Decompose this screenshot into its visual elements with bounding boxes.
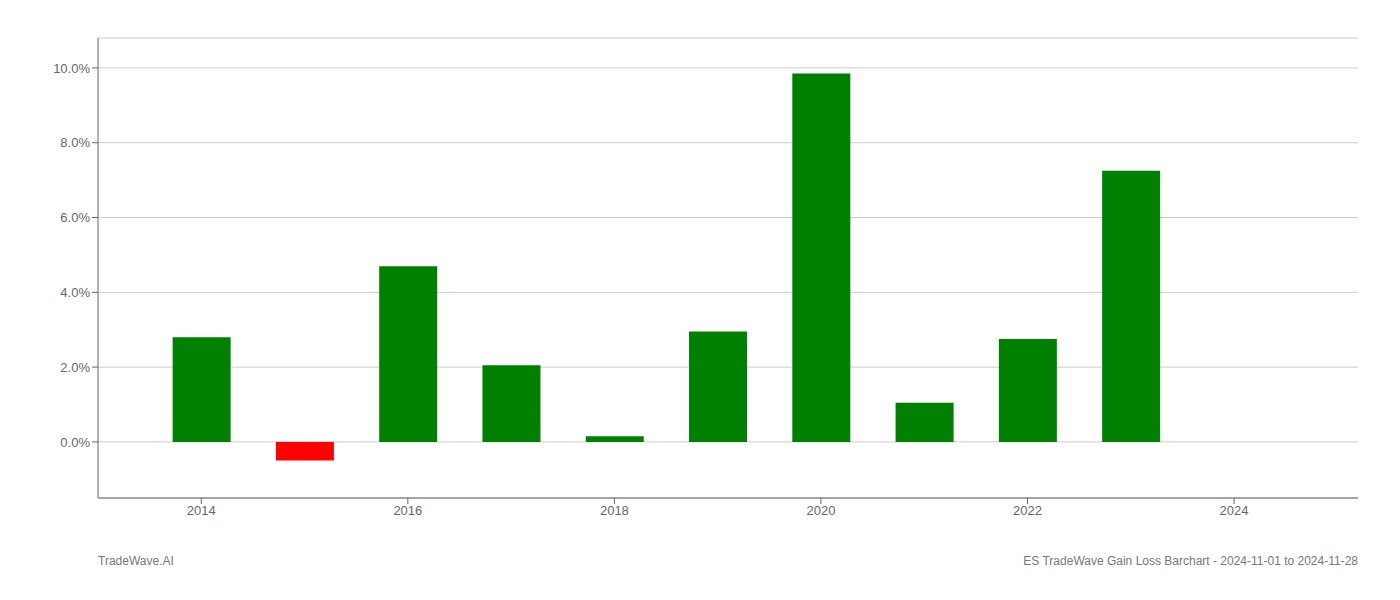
svg-text:2020: 2020	[806, 503, 835, 518]
svg-text:2024: 2024	[1220, 503, 1249, 518]
svg-text:6.0%: 6.0%	[60, 210, 90, 225]
svg-text:2016: 2016	[393, 503, 422, 518]
svg-text:8.0%: 8.0%	[60, 135, 90, 150]
html-text:TradeWave.AI: TradeWave.AI	[98, 554, 174, 568]
html-text:ES TradeWave Gain Loss Barchar: ES TradeWave Gain Loss Barchart - 2024-1…	[1023, 554, 1358, 568]
svg-text:10.0%: 10.0%	[53, 61, 90, 76]
svg-text:2022: 2022	[1013, 503, 1042, 518]
svg-text:4.0%: 4.0%	[60, 285, 90, 300]
svg-text:0.0%: 0.0%	[60, 435, 90, 450]
svg-text:2018: 2018	[600, 503, 629, 518]
svg-text:2014: 2014	[187, 503, 216, 518]
svg-text:2.0%: 2.0%	[60, 360, 90, 375]
